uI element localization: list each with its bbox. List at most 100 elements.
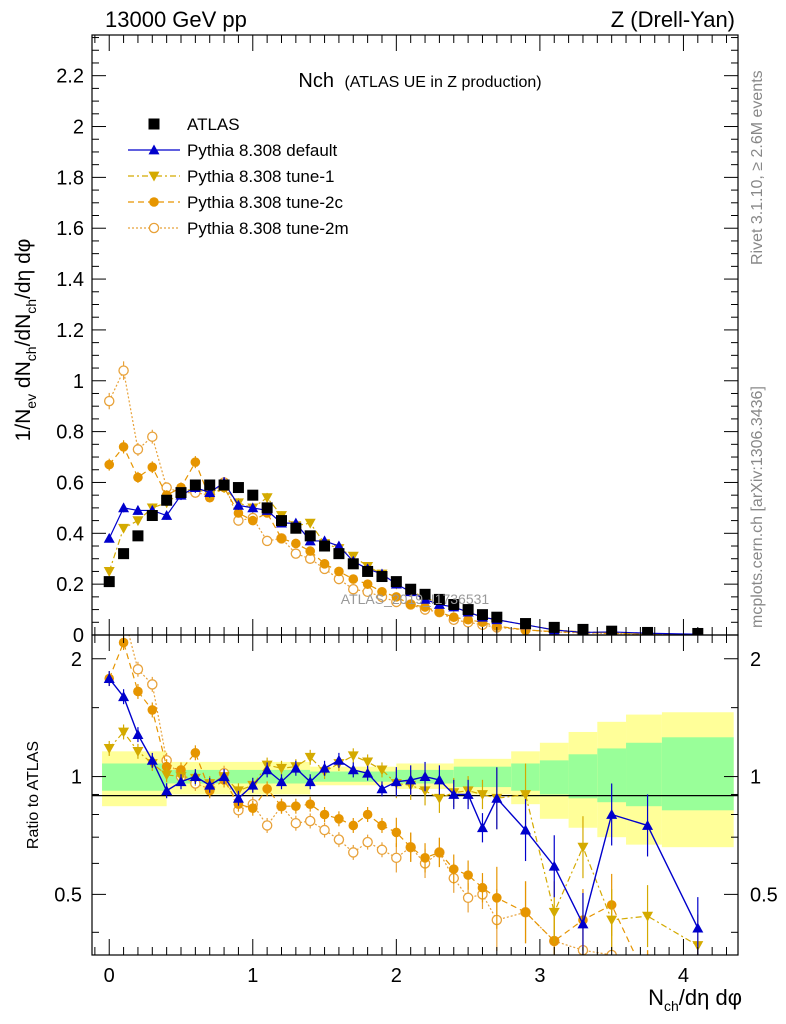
ratio-point xyxy=(262,784,272,794)
ratio-point xyxy=(362,809,373,820)
data-point xyxy=(189,479,201,491)
data-point xyxy=(132,516,144,527)
ratio-point xyxy=(247,803,258,814)
ratio-y-tick-label-right: 0.5 xyxy=(750,884,778,906)
ratio-point xyxy=(261,764,273,775)
ratio-line-pythia-8-308-tune-2m xyxy=(128,635,613,955)
y-tick-label: 1.4 xyxy=(56,269,84,291)
ratio-point xyxy=(405,774,417,785)
data-point xyxy=(291,538,301,549)
ratio-point xyxy=(548,907,560,918)
title-main: Nch xyxy=(298,70,334,92)
x-tick-label: 0 xyxy=(104,965,115,987)
ratio-point xyxy=(362,757,374,768)
plot-title: Nch (ATLAS UE in Z production) xyxy=(298,70,541,92)
data-point xyxy=(305,546,316,556)
rivet-label: Rivet 3.1.10, ≥ 2.6M events xyxy=(749,70,766,265)
ratio-point xyxy=(232,792,244,803)
data-point xyxy=(146,510,158,522)
ratio-point xyxy=(291,801,301,812)
data-point xyxy=(463,614,473,625)
data-point xyxy=(133,472,143,483)
data-point xyxy=(290,548,302,559)
header-right: Z (Drell-Yan) xyxy=(611,7,735,32)
y-tick-label: 0 xyxy=(73,625,84,647)
x-tick-label: 4 xyxy=(678,965,689,987)
ratio-point xyxy=(476,790,488,800)
ratio-point xyxy=(190,748,201,758)
ratio-point xyxy=(463,870,473,880)
ratio-point xyxy=(377,820,387,831)
mcplots-label: mcplots.cern.ch [arXiv:1306.3436] xyxy=(749,386,766,628)
data-point xyxy=(642,626,654,635)
data-point xyxy=(118,548,130,560)
data-point xyxy=(333,548,345,560)
header-left: 13000 GeV pp xyxy=(105,7,247,32)
main-panel-data xyxy=(103,361,704,635)
data-point xyxy=(103,567,115,577)
data-point xyxy=(376,571,388,583)
data-point xyxy=(448,612,459,623)
ratio-point xyxy=(304,815,316,827)
svg-text:Nch (ATLAS UE in Z produ: Nch (ATLAS UE in Z production) xyxy=(298,70,541,92)
data-point xyxy=(362,565,374,577)
ratio-point xyxy=(132,746,144,757)
ratio-point xyxy=(247,779,259,790)
data-point xyxy=(405,583,417,595)
data-point xyxy=(132,530,144,542)
ratio-line-pythia-8-308-tune-1 xyxy=(108,731,699,947)
data-point xyxy=(347,558,359,570)
series-pythia-8-308-tune-2c xyxy=(104,440,703,635)
ratio-point xyxy=(462,788,474,799)
data-point xyxy=(132,504,144,515)
band-inner-segment xyxy=(568,754,598,799)
data-point xyxy=(304,518,316,529)
legend-marker xyxy=(148,144,160,155)
y-tick-label: 1.6 xyxy=(56,218,84,240)
data-point xyxy=(405,599,416,610)
ratio-point xyxy=(290,762,302,773)
ratio-point xyxy=(261,820,273,831)
data-point xyxy=(319,540,331,552)
ratio-y-tick-label: 2 xyxy=(71,649,82,671)
ratio-point xyxy=(520,790,532,800)
ratio-point xyxy=(147,705,158,715)
series-line-pythia-8-308-tune-1 xyxy=(108,486,698,635)
data-point xyxy=(204,487,216,498)
data-point xyxy=(434,607,445,617)
series-pythia-8-308-tune-1 xyxy=(103,482,704,635)
series-line-pythia-8-308-tune-2m xyxy=(108,368,698,635)
ratio-point xyxy=(319,824,330,836)
data-point xyxy=(290,522,302,534)
y-tick-label: 2 xyxy=(73,117,84,139)
x-axis-title: Nch/dη dφ xyxy=(648,985,742,1014)
ratio-point xyxy=(448,788,460,799)
legend-item-atlas: ATLAS xyxy=(148,115,240,134)
ratio-point xyxy=(606,915,618,926)
data-point xyxy=(190,457,201,467)
ratio-point xyxy=(275,763,287,774)
ratio-point xyxy=(419,771,431,781)
ratio-point xyxy=(348,847,359,858)
data-point xyxy=(448,598,460,610)
x-tick-label: 2 xyxy=(391,965,402,987)
data-point xyxy=(232,482,244,494)
data-point xyxy=(420,602,430,612)
title-sub: (ATLAS UE in Z production) xyxy=(344,74,541,91)
ratio-point xyxy=(642,911,654,922)
ratio-point xyxy=(491,792,503,803)
series-atlas xyxy=(103,479,704,635)
ratio-point xyxy=(391,852,402,864)
ratio-point xyxy=(118,727,130,738)
data-point xyxy=(204,479,216,491)
ratio-point xyxy=(275,776,287,787)
ratio-point xyxy=(175,776,187,787)
y-tick-label: 0.2 xyxy=(56,574,84,596)
x-tick-label: 3 xyxy=(534,965,545,987)
data-point xyxy=(247,489,259,501)
data-point xyxy=(261,502,273,514)
legend-label: Pythia 8.308 tune-2m xyxy=(187,219,349,238)
data-point xyxy=(103,395,115,407)
legend-marker xyxy=(148,118,160,130)
legend-item-pythia-8-308-default: Pythia 8.308 default xyxy=(128,141,338,160)
